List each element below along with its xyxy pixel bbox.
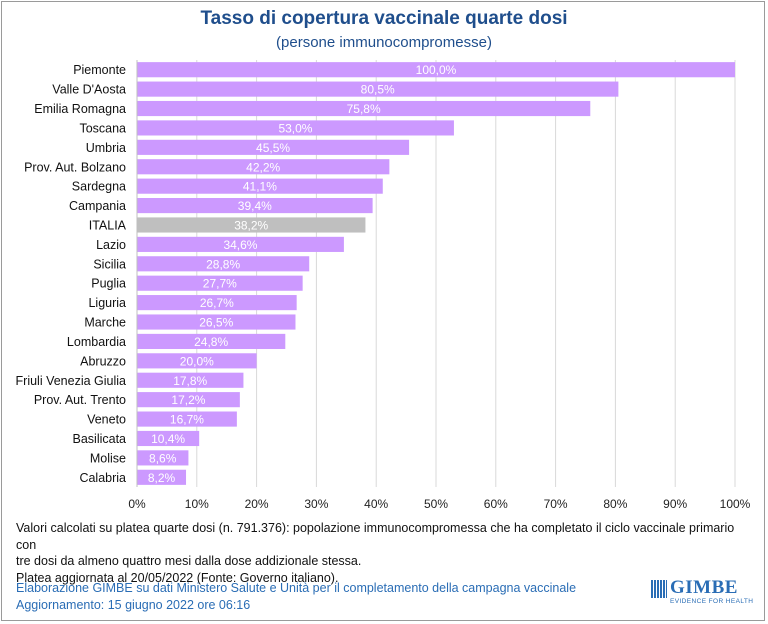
note-line-2: tre dosi da almeno quattro mesi dalla do… — [16, 554, 362, 568]
x-tick-label: 30% — [304, 497, 328, 511]
bar — [137, 295, 297, 311]
x-tick-label: 60% — [484, 497, 508, 511]
bar — [137, 314, 296, 330]
data-label: 17,2% — [171, 393, 205, 407]
footer: Elaborazione GIMBE su dati Ministero Sal… — [16, 580, 576, 614]
bar — [137, 120, 454, 136]
bar — [137, 353, 257, 369]
bar — [137, 197, 373, 214]
bar — [137, 430, 200, 447]
data-label: 8,2% — [148, 471, 176, 485]
data-label: 8,6% — [149, 451, 177, 465]
category-label: Prov. Aut. Trento — [34, 393, 126, 407]
data-label: 42,2% — [246, 160, 280, 174]
footer-source: Elaborazione GIMBE su dati Ministero Sal… — [16, 581, 577, 595]
category-label: Marche — [84, 316, 126, 330]
x-tick-label: 10% — [185, 497, 209, 511]
x-tick-label: 90% — [663, 497, 687, 511]
data-label: 16,7% — [170, 413, 204, 427]
x-tick-label: 20% — [245, 497, 269, 511]
category-label: Toscana — [79, 121, 126, 135]
data-label: 26,7% — [200, 296, 234, 310]
category-label: Umbria — [86, 141, 126, 155]
methodology-note: Valori calcolati su platea quarte dosi (… — [16, 520, 756, 586]
bar — [137, 236, 344, 252]
chart-subtitle: (persone immunocompromesse) — [276, 34, 492, 51]
x-tick-label: 100% — [720, 497, 751, 511]
category-label: ITALIA — [89, 218, 127, 232]
category-label: Sicilia — [93, 257, 126, 271]
category-label: Liguria — [88, 296, 126, 310]
note-line-3: Platea aggiornata al 20/05/2022 (Fonte: … — [16, 570, 339, 585]
category-label: Calabria — [79, 471, 126, 485]
data-label: 24,8% — [194, 335, 228, 349]
bar — [137, 256, 310, 272]
note-line-1: Valori calcolati su platea quarte dosi (… — [16, 521, 735, 552]
data-label: 100,0% — [416, 63, 457, 77]
data-label: 17,8% — [173, 374, 207, 388]
category-label: Piemonte — [73, 63, 126, 77]
category-label: Friuli Venezia Giulia — [16, 374, 127, 388]
data-label: 45,5% — [256, 141, 290, 155]
data-label: 38,2% — [234, 218, 268, 232]
bar — [137, 217, 366, 233]
bar-chart: 0% 10% 20% 30% 40% 50% 60% 70% 80% 90% 100% Piemont… — [16, 60, 751, 511]
data-label: 34,6% — [223, 238, 257, 252]
footer-update: Aggiornamento: 15 giugno 2022 ore 06:16 — [16, 598, 251, 612]
category-label: Molise — [90, 451, 126, 465]
bar — [137, 275, 303, 291]
category-label: Prov. Aut. Bolzano — [24, 160, 126, 174]
bar — [137, 62, 735, 78]
bar — [137, 411, 237, 427]
data-label: 20,0% — [180, 354, 214, 368]
bar — [137, 159, 390, 175]
bar — [137, 100, 591, 117]
data-label: 53,0% — [278, 121, 312, 135]
category-label: Puglia — [91, 277, 126, 291]
category-label: Campania — [69, 199, 126, 213]
data-label: 39,4% — [238, 199, 272, 213]
bar — [137, 450, 189, 466]
data-label: 27,7% — [203, 277, 237, 291]
category-label: Basilicata — [73, 432, 127, 446]
category-label: Lombardia — [67, 335, 126, 349]
data-label: 75,8% — [347, 102, 381, 116]
data-label: 26,5% — [199, 316, 233, 330]
data-label: 80,5% — [361, 83, 395, 97]
data-label: 41,1% — [243, 180, 277, 194]
category-label: Abruzzo — [80, 354, 126, 368]
bar — [137, 81, 619, 97]
category-label: Emilia Romagna — [34, 102, 126, 116]
category-label: Veneto — [87, 413, 126, 427]
data-label: 28,8% — [206, 257, 240, 271]
bar — [137, 139, 410, 155]
bar — [137, 392, 240, 408]
x-tick-label: 70% — [544, 497, 568, 511]
gimbe-logo-icon — [651, 580, 667, 598]
logo-name: GIMBE — [670, 577, 738, 598]
chart-title: Tasso di copertura vaccinale quarte dosi — [200, 8, 568, 29]
category-label: Sardegna — [72, 180, 126, 194]
x-tick-label: 80% — [603, 497, 627, 511]
x-tick-label: 50% — [424, 497, 448, 511]
logo-tagline: EVIDENCE FOR HEALTH — [670, 598, 754, 605]
category-label: Valle D'Aosta — [52, 83, 126, 97]
x-tick-label: 40% — [364, 497, 388, 511]
x-tick-label: 0% — [128, 497, 146, 511]
bar — [137, 333, 286, 350]
data-label: 10,4% — [151, 432, 185, 446]
bar — [137, 178, 383, 194]
gimbe-logo: GIMBE EVIDENCE FOR HEALTH — [651, 577, 755, 609]
bar — [137, 372, 244, 388]
bar — [137, 469, 187, 485]
category-label: Lazio — [96, 238, 126, 252]
